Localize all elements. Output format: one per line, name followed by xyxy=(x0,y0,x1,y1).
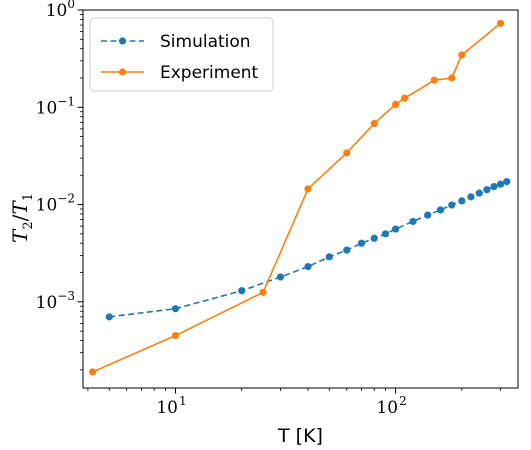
simulation-point xyxy=(304,263,312,271)
x-tick-label: 102 xyxy=(376,394,406,418)
simulation-point xyxy=(496,180,505,188)
simulation-point xyxy=(370,234,378,242)
experiment-point xyxy=(496,19,505,27)
y-axis-label: T2/T1 xyxy=(8,193,36,243)
simulation-point xyxy=(483,186,491,194)
experiment-point xyxy=(430,76,438,84)
simulation-point xyxy=(357,239,366,247)
simulation-point xyxy=(409,217,417,226)
experiment-point xyxy=(304,185,312,193)
experiment-series-line xyxy=(92,22,502,373)
experiment-point xyxy=(458,51,466,59)
simulation-legend-label: Simulation xyxy=(160,32,251,52)
legend: Simulation Experiment xyxy=(89,17,274,92)
simulation-point xyxy=(238,287,246,295)
simulation-point xyxy=(448,201,456,209)
simulation-point xyxy=(458,197,466,205)
y-tick-label: 10−1 xyxy=(36,94,75,118)
y-tick-label: 10−3 xyxy=(36,289,75,313)
simulation-point xyxy=(503,178,511,186)
simulation-point xyxy=(343,246,351,254)
simulation-point xyxy=(490,182,498,191)
simulation-point xyxy=(424,211,432,219)
experiment-point xyxy=(401,94,409,102)
experiment-point xyxy=(259,288,267,296)
simulation-point xyxy=(436,206,445,214)
simulation-point xyxy=(467,193,475,201)
experiment-point xyxy=(448,74,456,82)
simulation-point xyxy=(391,225,400,233)
experiment-legend-label: Experiment xyxy=(160,63,259,83)
experiment-point xyxy=(391,100,400,109)
plot-area xyxy=(88,19,511,376)
simulation-point xyxy=(475,189,483,197)
axes: 101 102 10−3 10−2 10−1 100 T [K] T2/T1 xyxy=(8,0,519,447)
simulation-point xyxy=(171,305,180,313)
experiment-point xyxy=(370,119,378,128)
y-tick-label: 10−2 xyxy=(36,192,75,216)
x-tick-label: 101 xyxy=(156,394,186,418)
experiment-point xyxy=(343,149,351,157)
simulation-point xyxy=(325,253,333,261)
x-axis-label: T [K] xyxy=(277,425,323,447)
experiment-point xyxy=(171,331,180,340)
simulation-point xyxy=(276,273,285,281)
simulation-legend-marker xyxy=(118,37,127,45)
simulation-series-line xyxy=(109,180,508,318)
plot-frame xyxy=(82,9,519,389)
experiment-legend-marker xyxy=(118,68,127,76)
y-tick-label: 100 xyxy=(46,0,75,21)
experiment-point xyxy=(88,368,97,376)
simulation-point xyxy=(105,313,113,321)
simulation-point xyxy=(381,230,390,238)
